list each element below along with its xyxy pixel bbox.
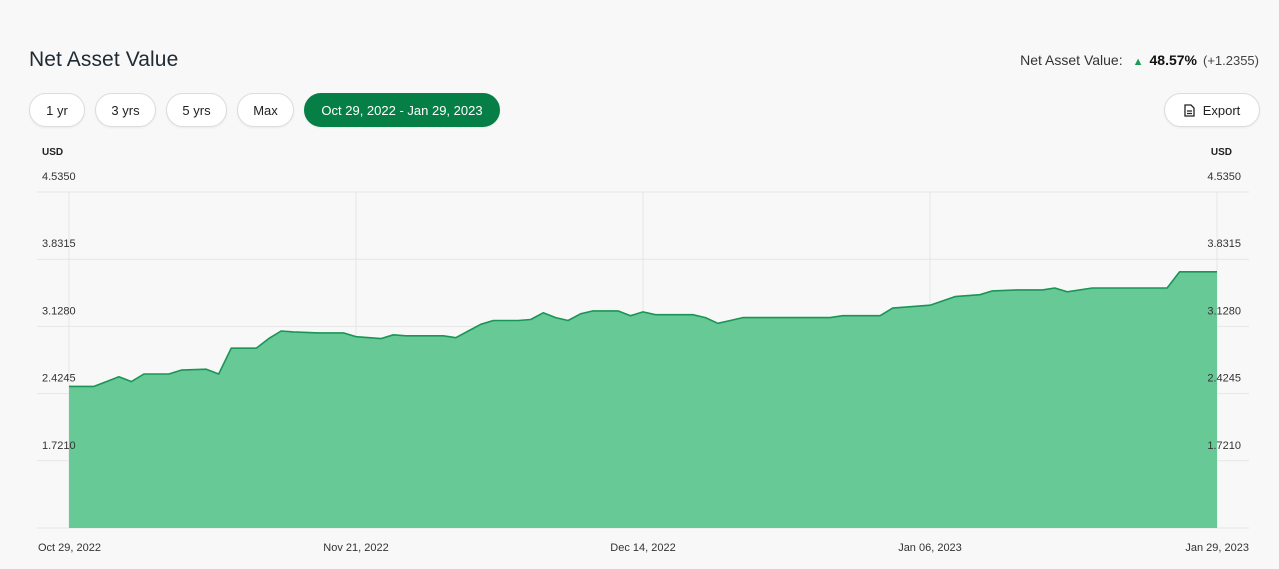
nav-summary: Net Asset Value: ▲ 48.57% (+1.2355) <box>1020 52 1259 68</box>
range-selector: 1 yr 3 yrs 5 yrs Max Oct 29, 2022 - Jan … <box>29 93 500 127</box>
y-tick-label-right: 1.7210 <box>1207 440 1241 452</box>
range-5yrs-button[interactable]: 5 yrs <box>166 93 227 127</box>
x-tick-label: Dec 14, 2022 <box>610 542 675 554</box>
nav-area-line <box>69 271 1217 388</box>
nav-area-chart: USD USD 4.5350 4.5350 3.8315 3.8315 3.1280 3.12… <box>37 147 1249 554</box>
range-max-button[interactable]: Max <box>237 93 294 127</box>
y-tick-label-left: 3.8315 <box>42 238 76 250</box>
export-label: Export <box>1202 102 1241 118</box>
range-1yr-button[interactable]: 1 yr <box>29 93 85 127</box>
x-tick-label: Jan 29, 2023 <box>1185 542 1249 554</box>
y-tick-label-right: 2.4245 <box>1207 373 1241 385</box>
range-3yrs-button[interactable]: 3 yrs <box>95 93 156 127</box>
change-absolute: (+1.2355) <box>1202 53 1259 68</box>
x-tick-label: Oct 29, 2022 <box>38 542 101 554</box>
x-tick-label: Jan 06, 2023 <box>898 542 962 554</box>
y-tick-label-left: 3.1280 <box>42 305 76 317</box>
y-tick-label-left: 4.5350 <box>42 171 76 183</box>
y-tick-label-right: 3.8315 <box>1207 238 1241 250</box>
range-custom-button[interactable]: Oct 29, 2022 - Jan 29, 2023 <box>304 93 500 127</box>
y-tick-label-left: 1.7210 <box>42 440 76 452</box>
chart-labels: USD USD 4.5350 4.5350 3.8315 3.8315 3.1280 3.12… <box>38 147 1249 554</box>
change-percent: 48.57% <box>1149 52 1197 68</box>
nav-summary-label: Net Asset Value: <box>1020 52 1123 68</box>
y-tick-label-left: 2.4245 <box>42 373 76 385</box>
y-axis-unit-right: USD <box>1211 147 1232 158</box>
nav-area-fill <box>69 271 1217 528</box>
y-tick-label-right: 3.1280 <box>1207 305 1241 317</box>
x-tick-label: Nov 21, 2022 <box>323 542 388 554</box>
document-export-icon <box>1184 103 1195 117</box>
page-title: Net Asset Value <box>29 48 179 71</box>
export-button[interactable]: Export <box>1164 93 1260 127</box>
up-arrow-icon: ▲ <box>1132 56 1144 68</box>
y-axis-unit-left: USD <box>42 147 63 158</box>
y-tick-label-right: 4.5350 <box>1207 171 1241 183</box>
